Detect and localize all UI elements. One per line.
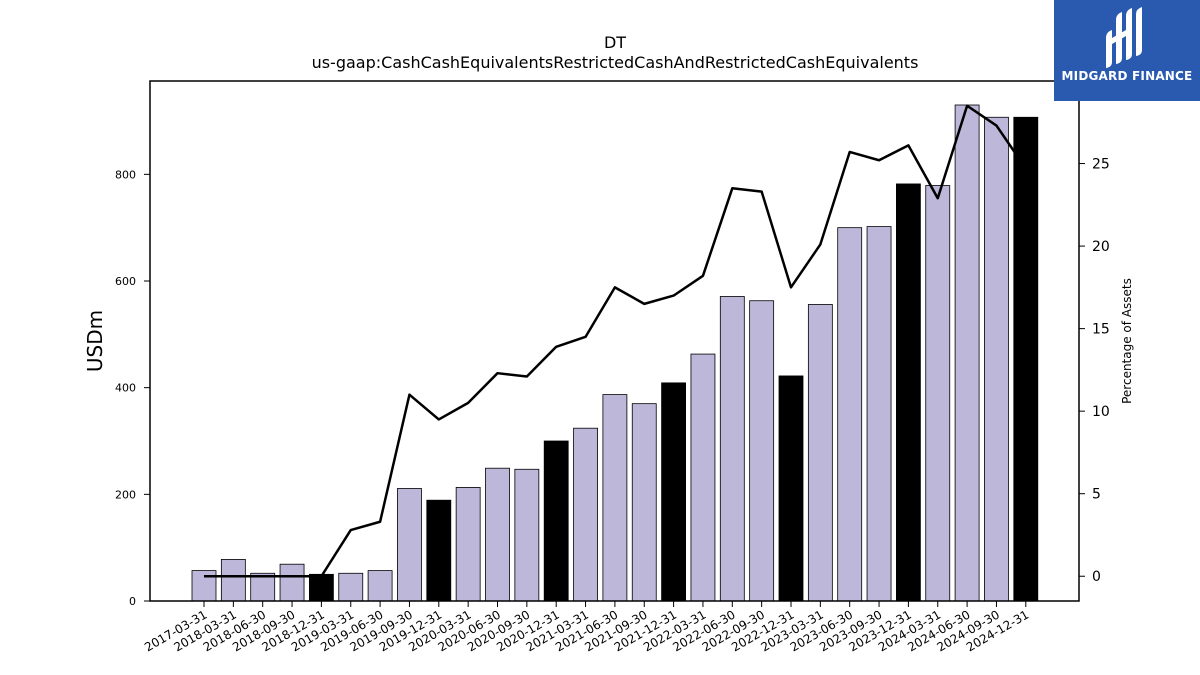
bar: [807, 304, 833, 602]
y-tick-label: 800: [115, 168, 136, 181]
bar: [719, 296, 745, 602]
bar: [279, 563, 305, 602]
bar: [543, 440, 569, 602]
bar: [1013, 116, 1039, 602]
bar: [837, 227, 863, 602]
bar: [338, 572, 364, 602]
y-axis-right: 0 5 10 15 20 25: [1079, 157, 1110, 585]
y2-tick-label: 10: [1092, 404, 1110, 420]
x-axis: 2017-03-312018-03-312018-06-302018-09-30…: [142, 601, 1031, 654]
bar: [954, 104, 980, 602]
bar: [220, 559, 246, 602]
bar: [397, 488, 422, 602]
bar: [749, 300, 775, 602]
midgard-m-logo-icon: [1106, 7, 1142, 68]
y-axis-label: USDm: [83, 310, 107, 372]
line-series: [204, 104, 1027, 578]
y-tick-label: 200: [115, 488, 136, 501]
bar: [984, 116, 1009, 602]
chart-subtitle: us-gaap:CashCashEquivalentsRestrictedCas…: [312, 53, 919, 72]
y-tick-label: 0: [129, 595, 136, 608]
y-tick-label: 400: [115, 382, 136, 395]
bar: [778, 375, 804, 602]
bar: [308, 573, 334, 602]
y2-tick-label: 0: [1092, 569, 1101, 585]
bar: [602, 394, 628, 602]
percentage-line: [204, 104, 1027, 578]
bar: [661, 382, 686, 602]
bar: [485, 467, 510, 602]
bar: [250, 572, 276, 602]
bar: [514, 468, 540, 602]
bar: [925, 185, 951, 602]
bar: [426, 499, 452, 602]
bar: [896, 183, 921, 602]
y-axis-left: 0 200 400 600 800: [115, 168, 150, 608]
bar: [367, 570, 393, 602]
y2-axis-label: Percentage of Assets: [1120, 278, 1134, 404]
bar-series: [191, 104, 1039, 602]
brand-logo: MIDGARD FINANCE: [1054, 0, 1200, 101]
brand-name: MIDGARD FINANCE: [1061, 69, 1193, 83]
y-tick-label: 600: [115, 275, 136, 288]
bar: [455, 486, 481, 602]
y2-tick-label: 25: [1092, 157, 1110, 173]
y2-tick-label: 5: [1092, 487, 1101, 503]
bar: [866, 226, 892, 602]
bar: [573, 427, 598, 602]
bar: [690, 353, 716, 602]
chart-title: DT: [604, 33, 626, 52]
y2-tick-label: 15: [1092, 322, 1110, 338]
bar: [631, 403, 657, 602]
y2-tick-label: 20: [1092, 239, 1110, 255]
